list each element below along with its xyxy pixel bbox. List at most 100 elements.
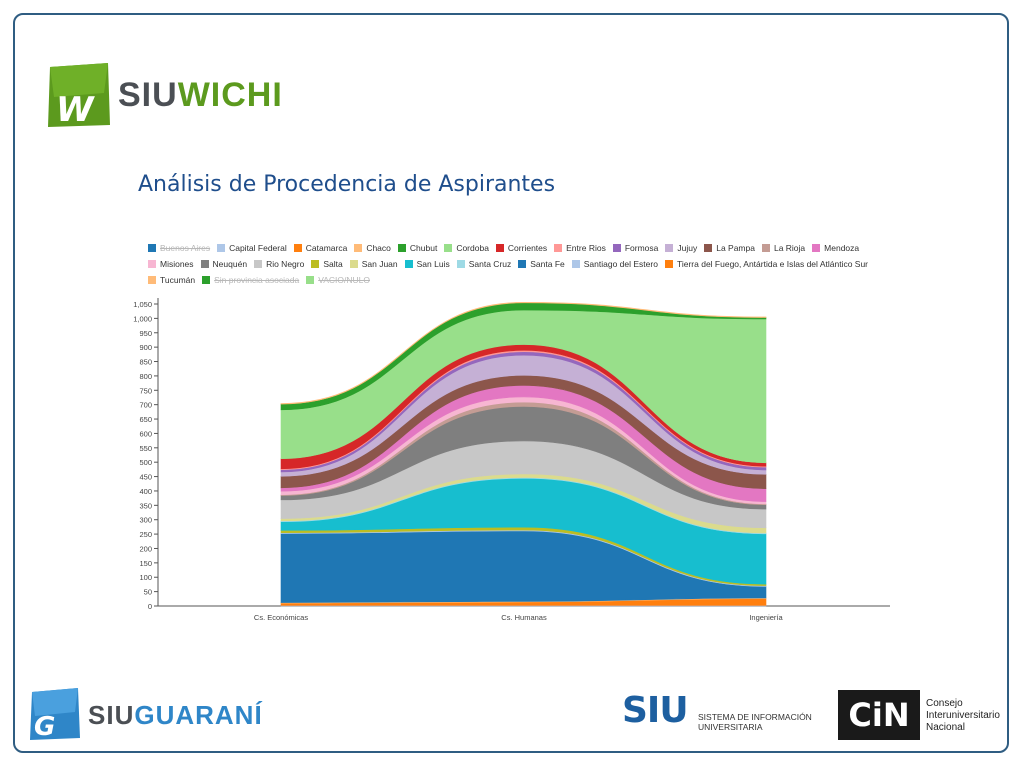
legend-swatch: [456, 260, 465, 268]
legend-item[interactable]: Santa Cruz: [456, 256, 512, 272]
legend-label: La Pampa: [716, 243, 755, 253]
legend-item[interactable]: Corrientes: [495, 240, 548, 256]
legend-swatch: [664, 260, 673, 268]
legend-swatch: [148, 244, 156, 252]
y-tick-label: 900: [139, 343, 152, 352]
stacked-area-chart: 0 50 100 150 200 250 300 350 400 450 500 550 600 650 7…: [133, 298, 890, 622]
brand-siu: SIU: [118, 76, 178, 114]
legend-swatch: [202, 276, 211, 284]
siu-subtitle-line2: UNIVERSITARIA: [698, 722, 763, 732]
legend-label: Chubut: [409, 243, 438, 253]
cin-subtitle: Consejo Interuniversitario Nacional: [926, 698, 1000, 734]
legend-item[interactable]: Cordoba: [444, 240, 489, 256]
legend-item[interactable]: Entre Rios: [554, 240, 606, 256]
legend-item[interactable]: Santa Fe: [518, 256, 565, 272]
legend-label: San Juan: [361, 259, 398, 269]
legend-swatch: [293, 244, 302, 252]
legend-swatch: [704, 244, 713, 252]
legend-item[interactable]: Sin provincia asociada: [202, 272, 299, 288]
y-tick-label: 750: [139, 386, 152, 395]
legend-swatch: [354, 244, 363, 252]
legend-swatch: [812, 244, 821, 252]
chart-legend: Buenos Aires Capital Federal Catamarca Chac…: [148, 240, 900, 288]
siu-subtitle-line1: SISTEMA DE INFORMACIÓN: [698, 712, 812, 722]
legend-label: Neuquén: [212, 259, 248, 269]
legend-label: Mendoza: [824, 243, 860, 253]
legend-item[interactable]: Formosa: [612, 240, 658, 256]
y-tick-label: 350: [139, 501, 152, 510]
legend-label: Catamarca: [305, 243, 348, 253]
y-tick-label: 800: [139, 372, 152, 381]
legend-item[interactable]: Tierra del Fuego, Antártida e Islas del …: [664, 256, 868, 272]
legend-swatch: [397, 244, 406, 252]
y-tick-label: 500: [139, 458, 152, 467]
legend-item[interactable]: Tucumán: [148, 272, 195, 288]
legend-label: Sin provincia asociada: [214, 275, 300, 285]
guarani-logo-icon: G: [30, 688, 80, 740]
legend-swatch: [571, 260, 580, 268]
legend-item[interactable]: VACIO/NULO: [306, 272, 370, 288]
legend-item[interactable]: San Luis: [404, 256, 450, 272]
legend-swatch: [665, 244, 674, 252]
legend-swatch: [518, 260, 527, 268]
guarani-siu: SIU: [88, 700, 135, 730]
y-tick-label: 50: [144, 588, 152, 597]
legend-item[interactable]: Neuquén: [200, 256, 248, 272]
cin-line1: Consejo: [926, 698, 963, 709]
cin-mark: CiN: [838, 690, 920, 740]
x-tick-label: Cs. Económicas: [254, 613, 308, 622]
y-tick-label: 250: [139, 530, 152, 539]
siuguarani-wordmark: SIUGUARANÍ: [88, 700, 263, 731]
y-tick-label: 550: [139, 444, 152, 453]
legend-label: San Luis: [416, 259, 450, 269]
legend-item[interactable]: San Juan: [349, 256, 398, 272]
legend-label: Salta: [323, 259, 343, 269]
y-tick-label: 0: [148, 602, 152, 611]
legend-item[interactable]: Catamarca: [293, 240, 348, 256]
legend-label: Entre Rios: [566, 243, 606, 253]
legend-swatch: [148, 260, 156, 268]
cin-line2: Interuniversitario: [926, 710, 1000, 721]
y-tick-label: 1,000: [133, 314, 152, 323]
legend-label: VACIO/NULO: [318, 275, 370, 285]
legend-label: Tucumán: [160, 275, 196, 285]
legend-label: Corrientes: [507, 243, 548, 253]
legend-item[interactable]: Capital Federal: [217, 240, 287, 256]
legend-item[interactable]: Jujuy: [665, 240, 697, 256]
x-tick-label: Ingeniería: [749, 613, 783, 622]
legend-swatch: [311, 260, 320, 268]
y-tick-label: 150: [139, 559, 152, 568]
legend-item[interactable]: La Pampa: [704, 240, 755, 256]
legend-label: Rio Negro: [266, 259, 305, 269]
legend-item[interactable]: Rio Negro: [254, 256, 304, 272]
legend-item[interactable]: Buenos Aires: [148, 240, 210, 256]
legend-label: Santa Fe: [530, 259, 565, 269]
legend-item[interactable]: Santiago del Estero: [571, 256, 658, 272]
legend-label: Chaco: [366, 243, 391, 253]
legend-label: Capital Federal: [229, 243, 287, 253]
area-tucum-n[interactable]: [280, 301, 767, 405]
legend-label: Santa Cruz: [468, 259, 512, 269]
y-tick-label: 200: [139, 544, 152, 553]
legend-label: Misiones: [160, 259, 194, 269]
legend-swatch: [554, 244, 563, 252]
legend-swatch: [254, 260, 263, 268]
y-tick-label: 700: [139, 401, 152, 410]
legend-item[interactable]: La Rioja: [761, 240, 805, 256]
x-tick-label: Cs. Humanas: [501, 613, 547, 622]
legend-item[interactable]: Chaco: [354, 240, 391, 256]
siuwichi-wordmark: SIUWICHI: [118, 76, 283, 115]
legend-item[interactable]: Chubut: [397, 240, 438, 256]
y-tick-label: 600: [139, 429, 152, 438]
svg-text:W: W: [56, 90, 95, 127]
legend-label: Cordoba: [456, 243, 489, 253]
siu-subtitle: SISTEMA DE INFORMACIÓN UNIVERSITARIA: [698, 712, 812, 732]
legend-item[interactable]: Salta: [311, 256, 343, 272]
cin-line3: Nacional: [926, 722, 965, 733]
legend-swatch: [404, 260, 413, 268]
legend-label: Santiago del Estero: [583, 259, 658, 269]
legend-item[interactable]: Misiones: [148, 256, 194, 272]
brand-wichi: WICHI: [177, 76, 283, 114]
y-tick-label: 850: [139, 358, 152, 367]
legend-item[interactable]: Mendoza: [812, 240, 859, 256]
